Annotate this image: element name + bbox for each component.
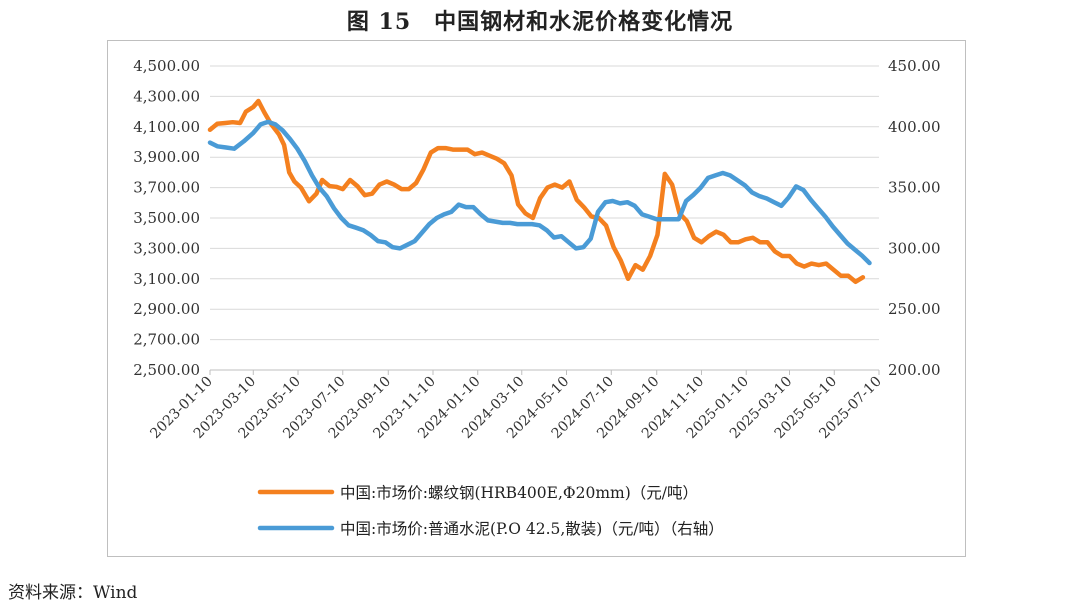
right-tick-label: 300.00: [888, 239, 941, 257]
right-y-axis: 450.00 400.00 350.00 300.00 250.00 200.00: [888, 57, 941, 379]
left-tick-label: 3,900.00: [133, 148, 200, 166]
legend-item-steel: 中国:市场价:螺纹钢(HRB400E,Φ20mm)（元/吨）: [257, 484, 698, 502]
left-tick-label: 2,500.00: [133, 361, 200, 379]
legend-label-steel: 中国:市场价:螺纹钢(HRB400E,Φ20mm)（元/吨）: [340, 484, 698, 502]
source-note: 资料来源：Wind: [8, 583, 138, 603]
right-tick-label: 250.00: [888, 300, 941, 318]
series-line-steel: [207, 98, 866, 285]
left-tick-label: 3,500.00: [133, 209, 200, 227]
left-tick-label: 2,900.00: [133, 300, 200, 318]
right-tick-label: 400.00: [888, 118, 941, 136]
right-tick-label: 200.00: [888, 361, 941, 379]
right-tick-label: 450.00: [888, 57, 941, 75]
left-tick-label: 4,100.00: [133, 118, 200, 136]
legend: 中国:市场价:螺纹钢(HRB400E,Φ20mm)（元/吨） 中国:市场价:普通…: [257, 484, 724, 538]
left-tick-label: 3,300.00: [133, 239, 200, 257]
left-y-axis: 4,500.00 4,300.00 4,100.00 3,900.00 3,700.00…: [133, 57, 200, 379]
right-tick-label: 350.00: [888, 179, 941, 197]
left-tick-label: 4,300.00: [133, 87, 200, 105]
left-tick-label: 3,100.00: [133, 270, 200, 288]
chart-title: 图 15 中国钢材和水泥价格变化情况: [346, 9, 734, 35]
x-axis: 2023-01-102023-03-102023-05-102023-07-10…: [147, 369, 885, 442]
legend-label-cement: 中国:市场价:普通水泥(P.O 42.5,散装)（元/吨）（右轴）: [340, 520, 724, 538]
left-tick-label: 4,500.00: [133, 57, 200, 75]
chart-frame: [107, 40, 966, 557]
series-layer: [207, 98, 872, 285]
series-line-cement: [207, 119, 872, 266]
gridlines: [210, 65, 879, 371]
left-tick-label: 2,700.00: [133, 331, 200, 349]
legend-item-cement: 中国:市场价:普通水泥(P.O 42.5,散装)（元/吨）（右轴）: [257, 520, 724, 538]
left-tick-label: 3,700.00: [133, 179, 200, 197]
